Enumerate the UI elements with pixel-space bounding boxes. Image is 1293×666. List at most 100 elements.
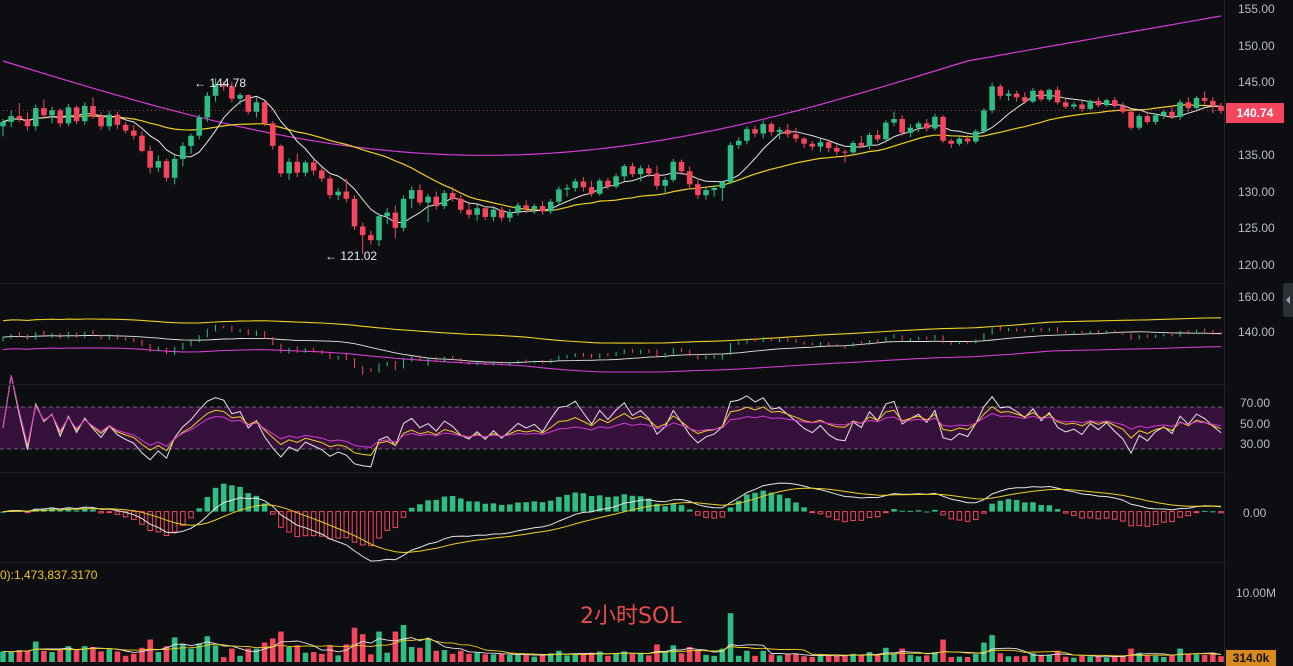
- volume-bar: [171, 637, 178, 662]
- macd-histogram-bar: [515, 502, 521, 512]
- macd-histogram-bar: [351, 511, 358, 543]
- candle-body: [57, 110, 64, 124]
- mini-tick-label: 140.00: [1238, 325, 1275, 339]
- candle-body: [269, 123, 276, 146]
- macd-histogram-bar: [547, 500, 554, 512]
- pane-divider: [0, 384, 1225, 385]
- volume-bar: [539, 654, 546, 662]
- candle-body: [915, 123, 922, 128]
- macd-histogram-bar: [343, 511, 350, 539]
- macd-histogram-bar: [801, 507, 807, 512]
- volume-bar: [1201, 654, 1208, 662]
- candle-body: [580, 181, 587, 188]
- macd-histogram-bar: [212, 487, 219, 512]
- candle-body: [294, 161, 301, 173]
- volume-bar: [1062, 656, 1069, 662]
- candle-body: [482, 208, 489, 217]
- macd-histogram-bar: [319, 511, 325, 537]
- candle-body: [629, 166, 636, 175]
- volume-bar: [637, 652, 644, 662]
- macd-histogram-bar: [155, 511, 162, 533]
- candle-body: [441, 193, 448, 207]
- volume-bar: [784, 654, 791, 662]
- candle-body: [1054, 89, 1061, 103]
- volume-bar: [523, 654, 529, 662]
- candle-body: [1071, 104, 1077, 107]
- macd-histogram-bar: [1030, 502, 1036, 512]
- candle-body: [1177, 102, 1183, 117]
- candle-body: [531, 206, 538, 209]
- macd-histogram-bar: [163, 511, 170, 536]
- candle-body: [81, 105, 88, 122]
- volume-bar: [1185, 653, 1192, 662]
- candle-body: [1144, 116, 1151, 122]
- candle-body: [466, 209, 472, 215]
- mini-mid-line: [2, 331, 1222, 364]
- candle-body: [106, 114, 113, 127]
- candle-body: [678, 161, 685, 172]
- candle-body: [261, 102, 268, 124]
- candle-body: [1185, 102, 1192, 109]
- macd-histogram-bar: [376, 511, 382, 539]
- volume-bar: [850, 653, 856, 662]
- macd-histogram-bar: [964, 511, 971, 522]
- volume-bar: [1079, 655, 1085, 662]
- macd-histogram-bar: [932, 509, 938, 512]
- price-tick-label: 155.00: [1238, 2, 1275, 16]
- candle-body: [335, 191, 341, 196]
- candle-body: [760, 124, 767, 134]
- volume-bar: [408, 646, 415, 662]
- volume-bar: [368, 654, 374, 662]
- volume-bar: [16, 650, 23, 662]
- candle-body: [237, 95, 243, 99]
- candle-body: [24, 119, 31, 127]
- collapse-panel-handle[interactable]: [1283, 283, 1293, 317]
- volume-bar: [874, 655, 881, 662]
- candle-body: [400, 198, 407, 228]
- volume-bar: [825, 654, 832, 662]
- volume-bar: [842, 654, 848, 662]
- volume-bar: [319, 653, 325, 662]
- macd-histogram-bar: [269, 511, 276, 515]
- candle-body: [122, 124, 129, 131]
- candle-body: [793, 134, 799, 139]
- macd-histogram-bar: [32, 508, 39, 512]
- candle-body: [907, 127, 914, 133]
- volume-bar: [1030, 653, 1036, 662]
- candle-body: [32, 108, 39, 127]
- candle-body: [220, 84, 227, 87]
- macd-histogram-bar: [1054, 509, 1061, 512]
- candle-body: [817, 142, 824, 147]
- volume-bar: [588, 652, 595, 662]
- volume-ma10-line: [2, 638, 1222, 657]
- macd-histogram-bar: [81, 508, 88, 512]
- candle-body: [523, 205, 529, 209]
- volume-bar: [686, 646, 693, 662]
- macd-histogram-bar: [539, 502, 546, 512]
- macd-histogram-bar: [1095, 511, 1102, 520]
- volume-bar: [253, 648, 260, 662]
- volume-bar: [335, 655, 341, 662]
- volume-bar: [65, 646, 72, 662]
- macd-histogram-bar: [809, 511, 816, 514]
- candle-body: [776, 129, 783, 133]
- volume-bar: [654, 644, 660, 662]
- candle-body: [327, 178, 333, 196]
- candle-body: [866, 134, 873, 146]
- candle-body: [899, 119, 905, 133]
- volume-bar: [310, 652, 317, 662]
- current-volume-tag: 314.0k: [1226, 650, 1276, 666]
- volume-bar: [1136, 652, 1143, 662]
- volume-bar: [834, 656, 840, 662]
- volume-bar: [122, 655, 129, 662]
- volume-bar: [278, 631, 284, 662]
- rsi-24-line: [2, 375, 1222, 448]
- candle-body: [940, 116, 946, 141]
- candle-body: [1022, 97, 1028, 102]
- candle-body: [695, 184, 701, 196]
- candle-body: [711, 187, 717, 191]
- candle-body: [212, 84, 219, 96]
- candle-body: [883, 122, 889, 140]
- macd-histogram-bar: [114, 511, 121, 515]
